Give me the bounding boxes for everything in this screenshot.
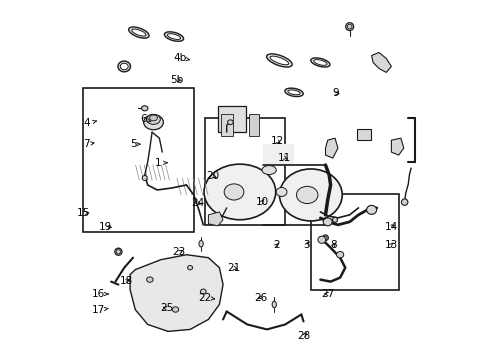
Ellipse shape: [227, 120, 233, 125]
Ellipse shape: [224, 184, 244, 200]
Bar: [218, 106, 246, 132]
Ellipse shape: [172, 307, 179, 312]
Text: 15: 15: [77, 208, 90, 218]
Ellipse shape: [149, 115, 157, 121]
Polygon shape: [392, 138, 404, 155]
Polygon shape: [325, 138, 338, 158]
Bar: [82, 88, 194, 232]
Text: 12: 12: [270, 136, 284, 146]
Text: 10: 10: [256, 197, 269, 207]
Ellipse shape: [165, 32, 184, 41]
Ellipse shape: [270, 56, 289, 65]
Ellipse shape: [296, 186, 318, 203]
Ellipse shape: [322, 235, 328, 240]
Text: 7: 7: [83, 139, 94, 149]
Text: 21: 21: [227, 263, 240, 273]
Ellipse shape: [333, 217, 338, 222]
Ellipse shape: [346, 23, 354, 31]
Text: 5b: 5b: [170, 75, 183, 85]
Ellipse shape: [272, 301, 276, 308]
Ellipse shape: [285, 88, 303, 96]
Ellipse shape: [279, 169, 342, 221]
Text: 27: 27: [321, 289, 335, 299]
Ellipse shape: [142, 175, 147, 180]
Ellipse shape: [144, 115, 163, 130]
Bar: [248, 114, 259, 136]
Ellipse shape: [267, 54, 292, 67]
Ellipse shape: [121, 63, 128, 70]
Text: 16: 16: [92, 289, 108, 299]
Ellipse shape: [129, 27, 149, 38]
Text: 24: 24: [191, 198, 204, 208]
Text: 4b: 4b: [173, 53, 190, 63]
Bar: [357, 129, 371, 140]
Bar: [311, 194, 399, 289]
Text: 13: 13: [385, 239, 398, 249]
Text: 9: 9: [332, 88, 339, 98]
Text: 20: 20: [206, 171, 220, 181]
Ellipse shape: [314, 60, 327, 65]
Text: 19: 19: [99, 222, 113, 232]
Ellipse shape: [401, 199, 408, 205]
Ellipse shape: [118, 61, 130, 72]
Ellipse shape: [188, 266, 193, 270]
Text: 22: 22: [198, 293, 215, 303]
Text: 5: 5: [130, 139, 140, 149]
Polygon shape: [371, 53, 392, 72]
Polygon shape: [208, 212, 223, 226]
Ellipse shape: [168, 34, 181, 39]
Text: 8: 8: [331, 240, 337, 250]
Ellipse shape: [337, 252, 343, 258]
Text: 18: 18: [120, 276, 133, 286]
Ellipse shape: [199, 240, 203, 247]
Text: 26: 26: [254, 293, 268, 303]
Polygon shape: [130, 255, 223, 332]
Text: 28: 28: [297, 331, 311, 341]
Bar: [221, 114, 233, 136]
Text: 6: 6: [141, 114, 151, 124]
Ellipse shape: [367, 206, 377, 214]
Ellipse shape: [147, 277, 153, 282]
Ellipse shape: [262, 166, 276, 175]
Ellipse shape: [200, 289, 206, 294]
Ellipse shape: [318, 236, 326, 243]
Text: 14: 14: [385, 222, 398, 231]
Text: 4: 4: [84, 118, 97, 128]
Ellipse shape: [115, 248, 122, 255]
Text: 1: 1: [155, 158, 167, 168]
Ellipse shape: [288, 90, 300, 95]
Text: 3: 3: [303, 240, 310, 250]
Bar: [263, 144, 294, 165]
Text: 23: 23: [172, 247, 186, 257]
Ellipse shape: [132, 29, 146, 36]
Ellipse shape: [276, 188, 287, 197]
Ellipse shape: [323, 218, 332, 226]
Text: 25: 25: [160, 303, 173, 314]
Text: 2: 2: [273, 240, 280, 250]
Ellipse shape: [147, 114, 160, 124]
Ellipse shape: [311, 58, 330, 67]
Ellipse shape: [204, 164, 276, 220]
Bar: [205, 118, 285, 225]
Ellipse shape: [142, 106, 148, 111]
Text: 17: 17: [92, 305, 108, 315]
Text: 11: 11: [278, 153, 291, 163]
